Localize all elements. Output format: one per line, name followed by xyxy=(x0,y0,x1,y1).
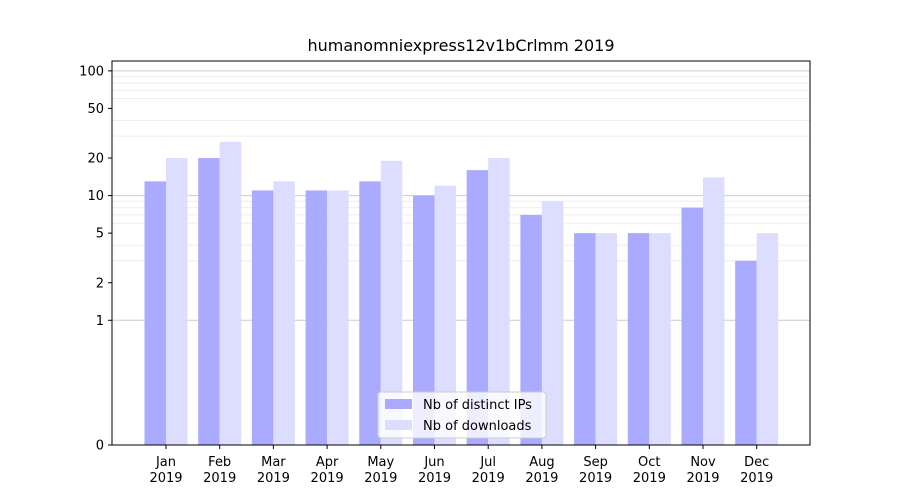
legend: Nb of distinct IPs Nb of downloads xyxy=(377,391,547,439)
bar-downloads xyxy=(541,201,564,445)
y-tick-label: 50 xyxy=(87,102,104,117)
x-tick-label-year: 2019 xyxy=(203,471,236,486)
chart-title: humanomniexpress12v1bCrlmm 2019 xyxy=(307,36,614,55)
bar-distinct-ips xyxy=(574,233,596,445)
y-tick-label: 20 xyxy=(87,152,104,167)
bar-distinct-ips xyxy=(359,181,381,445)
x-tick-label-month: Dec xyxy=(744,455,769,470)
bar-distinct-ips xyxy=(198,158,220,445)
bar-distinct-ips xyxy=(144,181,166,445)
y-axis: 0 1 2 5 10 20 50 100 xyxy=(79,64,112,454)
bar-distinct-ips xyxy=(305,190,328,445)
bar-distinct-ips xyxy=(413,195,435,445)
legend-label: Nb of downloads xyxy=(423,419,532,434)
x-axis: Jan2019Feb2019Mar2019Apr2019May2019Jun20… xyxy=(149,445,773,486)
legend-label: Nb of distinct IPs xyxy=(423,398,532,413)
x-tick-label-month: Jan xyxy=(155,455,176,470)
y-tick-label: 1 xyxy=(96,314,104,329)
x-tick-label-year: 2019 xyxy=(418,471,451,486)
y-tick-label: 5 xyxy=(96,227,104,242)
y-tick-label: 10 xyxy=(87,189,104,204)
x-tick-label-year: 2019 xyxy=(472,471,505,486)
bars xyxy=(144,141,779,445)
bar-downloads xyxy=(219,141,242,445)
bar-downloads xyxy=(380,160,403,445)
legend-box xyxy=(377,391,547,439)
bar-distinct-ips xyxy=(520,214,542,445)
x-tick-label-year: 2019 xyxy=(311,471,344,486)
x-tick-label-month: Oct xyxy=(638,455,660,470)
x-tick-label-year: 2019 xyxy=(149,471,182,486)
x-tick-label-month: Nov xyxy=(690,455,716,470)
x-tick-label-month: Aug xyxy=(529,455,554,470)
bar-distinct-ips xyxy=(466,170,489,445)
bar-downloads xyxy=(703,177,725,445)
bar-downloads xyxy=(273,181,295,445)
y-tick-label: 0 xyxy=(96,439,104,454)
bar-downloads xyxy=(756,233,779,445)
legend-swatch xyxy=(385,420,412,430)
bar-distinct-ips xyxy=(681,207,703,445)
plot-frame xyxy=(111,60,811,446)
bar-distinct-ips xyxy=(627,233,650,445)
bar-downloads xyxy=(327,190,349,445)
x-tick-label-month: Apr xyxy=(316,455,339,470)
legend-swatch xyxy=(385,399,412,409)
x-tick-label-month: Jul xyxy=(479,455,496,470)
x-tick-label-month: May xyxy=(367,455,394,470)
bar-downloads xyxy=(434,185,456,445)
x-tick-label-year: 2019 xyxy=(257,471,290,486)
x-tick-label-year: 2019 xyxy=(525,471,558,486)
bar-downloads xyxy=(488,158,510,445)
x-tick-label-year: 2019 xyxy=(740,471,773,486)
y-tick-label: 2 xyxy=(96,276,104,291)
x-tick-label-month: Sep xyxy=(583,455,608,470)
bar-distinct-ips xyxy=(251,190,274,445)
x-tick-label-year: 2019 xyxy=(364,471,397,486)
bar-distinct-ips xyxy=(735,260,757,445)
bar-downloads xyxy=(166,158,188,445)
bar-downloads xyxy=(595,233,618,445)
x-tick-label-month: Mar xyxy=(261,455,286,470)
x-tick-label-year: 2019 xyxy=(686,471,719,486)
x-tick-label-month: Feb xyxy=(208,455,231,470)
x-tick-label-month: Jun xyxy=(423,455,444,470)
x-tick-label-year: 2019 xyxy=(579,471,612,486)
bar-downloads xyxy=(649,233,671,445)
y-tick-label: 100 xyxy=(79,64,104,79)
x-tick-label-year: 2019 xyxy=(633,471,666,486)
